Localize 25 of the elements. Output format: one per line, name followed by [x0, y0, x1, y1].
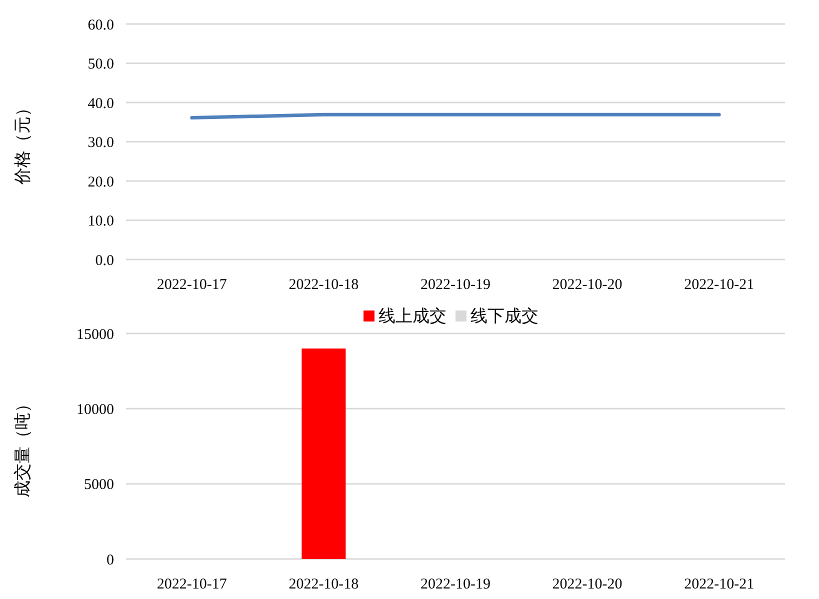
x-tick-label: 2022-10-21: [684, 576, 754, 592]
x-tick-label: 2022-10-17: [156, 276, 228, 293]
x-tick-label: 2022-10-21: [684, 276, 754, 293]
y-tick-label: 50.0: [88, 56, 114, 72]
y-tick-label: 15000: [76, 326, 114, 343]
y-axis-title: 价格（元）: [13, 99, 32, 186]
y-tick-label: 5000: [84, 477, 114, 494]
x-tick-label: 2022-10-20: [552, 576, 622, 592]
y-tick-label: 10000: [76, 402, 114, 418]
x-tick-label: 2022-10-18: [288, 576, 359, 592]
x-tick-label: 2022-10-17: [156, 576, 228, 592]
y-tick-label: 10.0: [88, 214, 114, 230]
x-tick-label: 2022-10-18: [288, 276, 359, 293]
y-tick-label: 0.0: [95, 252, 114, 269]
y-axis-title: 成交量（吨）: [13, 395, 32, 498]
y-tick-label: 60.0: [88, 17, 114, 34]
y-tick-label: 20.0: [88, 174, 114, 190]
x-tick-label: 2022-10-20: [552, 276, 622, 293]
legend-label: 线下成交: [470, 306, 538, 326]
y-tick-label: 40.0: [88, 96, 114, 112]
legend-label: 线上成交: [378, 306, 446, 326]
x-tick-label: 2022-10-19: [420, 576, 490, 592]
y-tick-label: 0: [106, 552, 114, 568]
x-tick-label: 2022-10-19: [420, 276, 490, 293]
y-tick-label: 30.0: [88, 135, 114, 151]
